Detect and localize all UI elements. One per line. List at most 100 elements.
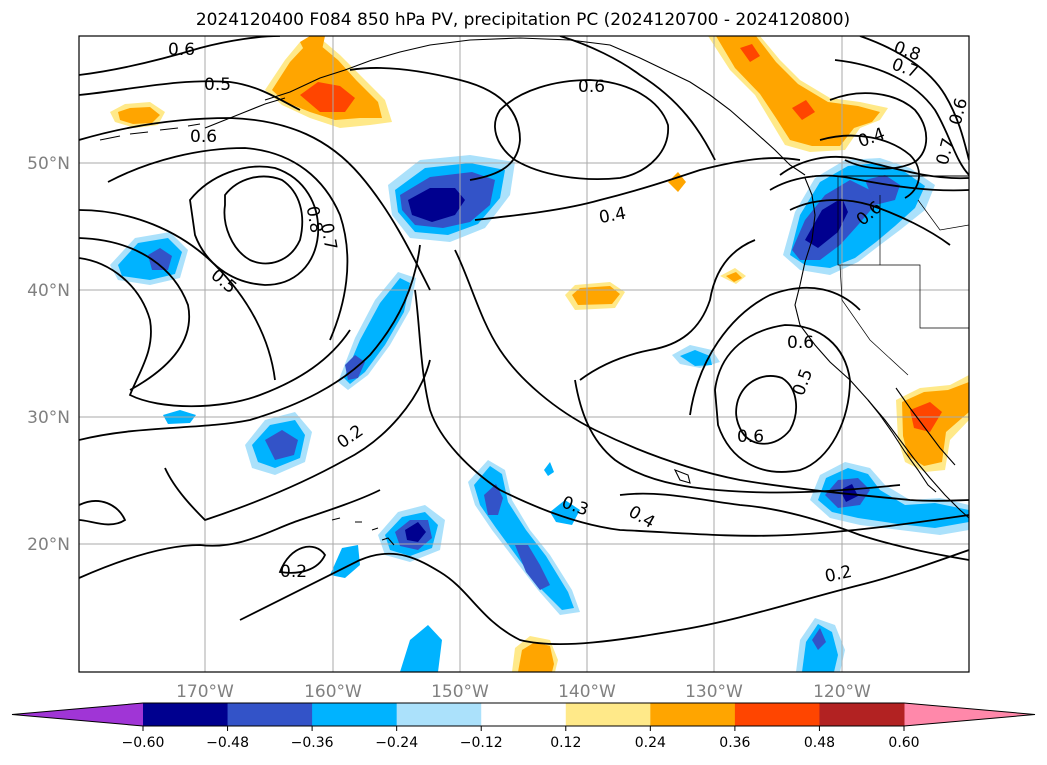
colorbar-swatch: [819, 703, 905, 726]
contour-line: [79, 237, 191, 391]
precip-positive-region: [716, 36, 880, 146]
baja-california: [867, 399, 937, 493]
colorbar-swatch: [227, 703, 313, 726]
colorbar-swatch: [312, 703, 398, 726]
contour-line: [189, 165, 319, 286]
colorbar-swatch: [396, 703, 482, 726]
precip-negative-region: [544, 462, 554, 476]
contour-line: [574, 379, 901, 494]
precip-positive-region: [572, 286, 620, 305]
colorbar-tick-label: 0.48: [804, 735, 835, 751]
coastlines: [99, 37, 969, 546]
contour-line: [735, 375, 797, 445]
lon-label-130w: 130°W: [685, 682, 743, 702]
precip-positive-region: [300, 36, 325, 52]
colorbar-swatch: [481, 703, 567, 726]
contour-line: [619, 492, 969, 561]
map-frame: [78, 35, 970, 673]
contour-line: [223, 175, 304, 265]
contour-line: [79, 257, 351, 408]
precip-negative-region: [330, 545, 360, 578]
precip-negative-region: [812, 628, 826, 650]
contour-label: 0.5: [204, 75, 231, 95]
lat-label-50n: 50°N: [27, 154, 70, 174]
contour-line: [689, 286, 861, 416]
contour-label: 0.2: [280, 562, 307, 582]
contour-line: [79, 489, 381, 579]
contour-label: 0.6: [787, 333, 814, 353]
contour-line: [789, 199, 951, 246]
precip-positive-region: [300, 82, 355, 112]
precip-positive-region: [792, 100, 815, 120]
gulf-of-california: [895, 387, 956, 466]
precip-positive-region: [902, 382, 969, 466]
contour-line: [829, 92, 928, 170]
contour-line: [769, 174, 969, 192]
small-island: [673, 468, 691, 484]
contour-line: [79, 80, 301, 111]
contour-label: 0.7: [316, 221, 340, 251]
contour-line: [494, 79, 669, 181]
precip-positive-region: [518, 642, 554, 672]
contour-line: [579, 239, 756, 381]
precip-positive-region: [272, 45, 382, 120]
map-content: 0.6 0.5 0.6 0.8 0.7 0.5 0.6 0.4 0.2 0.2 …: [79, 36, 972, 672]
precipitation-shading: [110, 36, 969, 672]
colorbar-extend-max: [904, 703, 1035, 726]
colorbar-swatch: [565, 703, 651, 726]
contour-line: [454, 249, 969, 502]
precip-positive-region: [726, 272, 742, 282]
colorbar-swatch: [143, 703, 229, 726]
contour-line: [819, 134, 920, 199]
precip-negative-region: [408, 188, 465, 222]
lon-label-160w: 160°W: [304, 682, 362, 702]
pv-contours: [79, 36, 969, 646]
contour-label: 0.6: [190, 127, 217, 147]
contour-line: [834, 59, 969, 176]
figure-title: 2024120400 F084 850 hPa PV, precipitatio…: [196, 10, 850, 30]
contour-line: [414, 289, 969, 537]
contour-line: [107, 147, 349, 341]
colorbar-tick-label: −0.36: [291, 735, 334, 751]
north-american-west-coast: [794, 177, 969, 519]
contour-label: 0.8: [302, 205, 326, 235]
precip-negative-region: [265, 430, 298, 460]
lat-label-40n: 40°N: [27, 281, 70, 301]
lat-label-20n: 20°N: [27, 535, 70, 555]
colorbar-tick-label: −0.12: [460, 735, 503, 751]
aleutian-islands: [99, 123, 201, 141]
contour-label: 0.4: [598, 204, 628, 228]
precip-negative-region: [400, 625, 442, 672]
contour-label: 0.6: [578, 77, 605, 97]
contour-line: [79, 36, 281, 76]
colorbar-swatch: [734, 703, 820, 726]
precip-negative-region: [484, 484, 503, 515]
colorbar-tick-label: 0.12: [550, 735, 581, 751]
alaska-peninsula: [204, 97, 286, 129]
precip-negative-region: [148, 248, 172, 270]
precip-negative-region: [515, 545, 550, 590]
contour-line: [79, 117, 431, 291]
precip-negative-region: [680, 350, 712, 366]
precip-negative-region: [405, 522, 426, 542]
alaska-coast: [264, 37, 806, 176]
contour-line: [474, 157, 801, 221]
contour-line: [79, 500, 127, 526]
contour-line: [239, 549, 969, 646]
contour-line: [714, 324, 851, 473]
colorbar-swatch: [650, 703, 736, 726]
contour-line: [859, 36, 969, 161]
lon-label-170w: 170°W: [176, 682, 234, 702]
colorbar-tick-label: −0.24: [375, 735, 418, 751]
colorbar-tick-label: 0.60: [888, 735, 919, 751]
contour-label: 0.6: [737, 427, 764, 447]
contour-line: [349, 67, 521, 181]
contour-line: [779, 155, 969, 180]
lon-label-150w: 150°W: [431, 682, 489, 702]
colorbar-tick-label: −0.48: [206, 735, 249, 751]
lon-label-140w: 140°W: [558, 682, 616, 702]
contour-label: 0.6: [946, 96, 972, 127]
contour-line: [79, 209, 276, 381]
hawaiian-islands: [331, 517, 395, 546]
contour-line: [559, 36, 716, 161]
